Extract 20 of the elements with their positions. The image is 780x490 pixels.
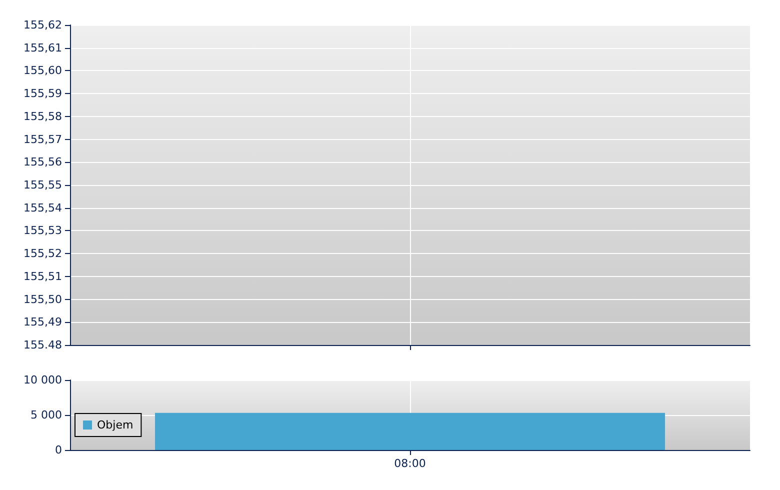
- y-tick-label: 155,52: [24, 247, 62, 260]
- x-tick-label: 08:00: [394, 457, 426, 470]
- y-tick-label: 155.48: [24, 338, 62, 352]
- y-tick-label: 5 000: [30, 408, 62, 422]
- y-tick-label: 155,50: [24, 292, 62, 306]
- y-tick-label: 155,57: [24, 132, 62, 146]
- legend-label: Objem: [97, 418, 134, 432]
- y-tick-label: 155,62: [24, 18, 62, 32]
- y-tick-label: 155,51: [24, 270, 62, 283]
- y-tick-label: 155,61: [24, 41, 62, 54]
- y-tick-label: 155,49: [24, 316, 62, 329]
- y-tick-label: 155,59: [24, 87, 62, 100]
- y-tick-label: 0: [55, 444, 62, 456]
- y-tick-label: 155,60: [24, 64, 62, 78]
- y-tick-label: 10 000: [24, 374, 62, 386]
- y-tick-label: 155,53: [24, 224, 62, 238]
- y-tick-label: 155,58: [24, 110, 62, 123]
- y-tick-label: 155,56: [24, 156, 62, 169]
- y-tick-label: 155,54: [24, 201, 62, 214]
- y-tick-label: 155,55: [24, 178, 62, 192]
